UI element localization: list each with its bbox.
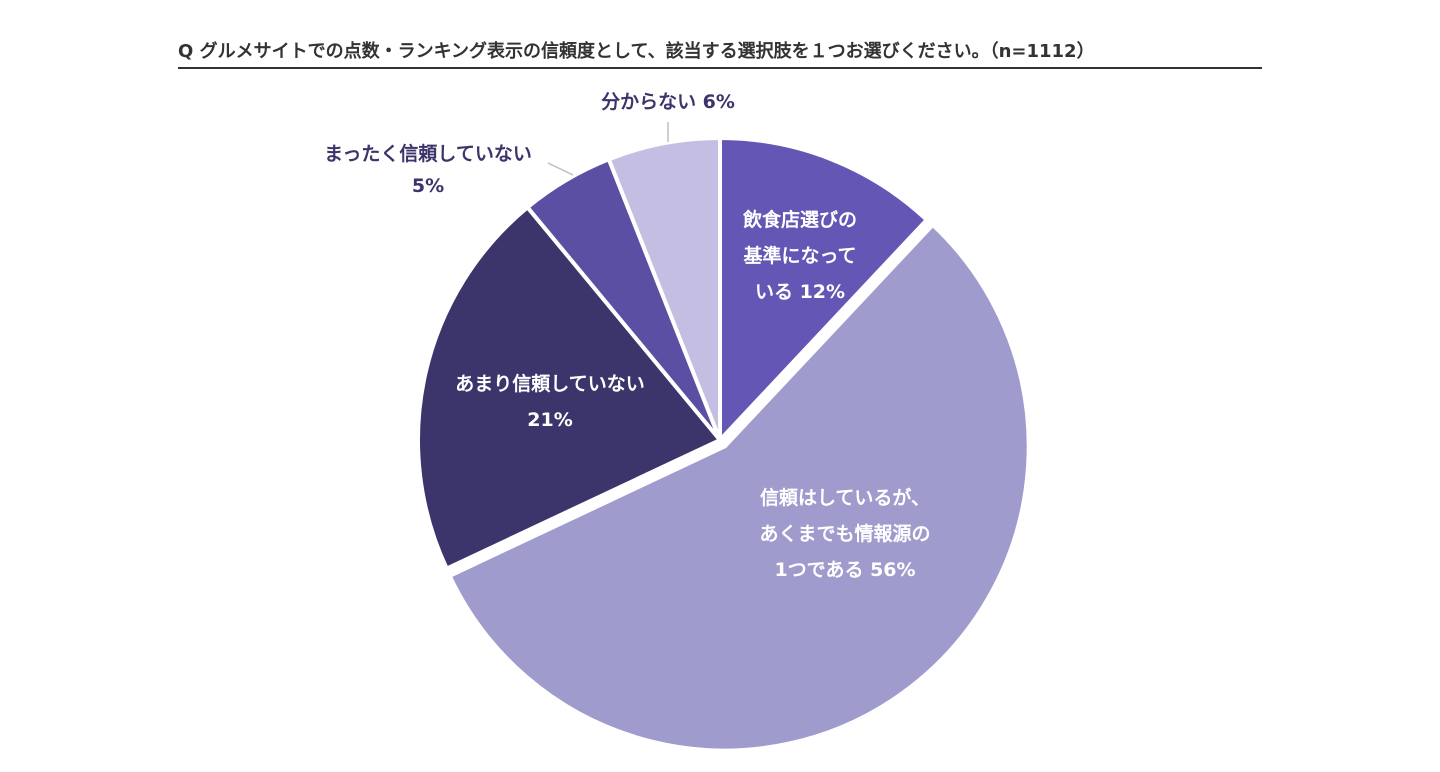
- pie-slice-kijun: [718, 136, 929, 442]
- slice-label-line: 分からない 6%: [601, 91, 735, 113]
- leader-line-mattaku: [547, 162, 574, 176]
- slice-label-mattaku: まったく信頼していない 5%: [324, 142, 532, 197]
- slice-label-joho: 信頼はしているが、あくまでも情報源の 1つである 56%: [759, 486, 930, 581]
- pie-slice-wakaranai: [606, 136, 722, 442]
- slice-label-line: 21%: [527, 409, 572, 431]
- slice-label-line: 飲食店選びの: [742, 208, 857, 231]
- slice-label-line: 5%: [412, 175, 444, 197]
- slice-label-line: 信頼はしているが、: [760, 486, 930, 509]
- slice-label-line: 基準になって: [742, 244, 856, 267]
- slice-label-kijun: 飲食店選びの基準になっている 12%: [742, 208, 857, 303]
- slice-label-line: あくまでも情報源の: [759, 522, 930, 545]
- slice-label-wakaranai: 分からない 6%: [601, 91, 735, 113]
- chart-title: Q グルメサイトでの点数・ランキング表示の信頼度として、該当する選択肢を１つお選…: [178, 40, 1262, 69]
- slice-label-line: いる 12%: [755, 281, 845, 303]
- slice-label-line: あまり信頼していない: [455, 372, 644, 395]
- slice-label-amari: あまり信頼していない 21%: [455, 372, 644, 431]
- pie-slice-amari: [416, 205, 722, 571]
- pie-slice-joho: [447, 222, 1031, 753]
- slice-label-line: まったく信頼していない: [324, 142, 532, 165]
- slice-label-line: 1つである 56%: [774, 559, 915, 581]
